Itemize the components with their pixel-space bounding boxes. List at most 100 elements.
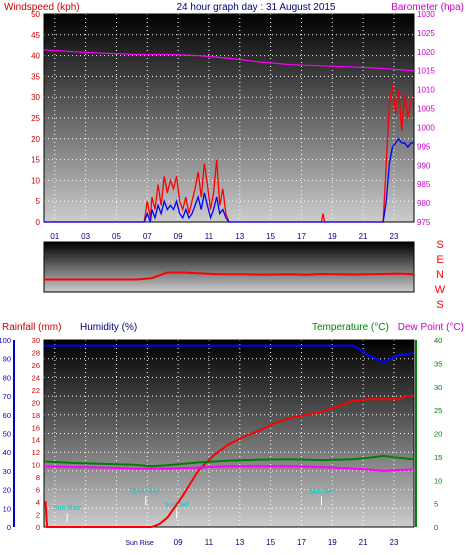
humidity-tick-label: 60 <box>3 411 11 420</box>
x-tick-label: 17 <box>297 538 306 547</box>
x-tick-label: 01 <box>50 232 59 241</box>
rain-tick-label: 14 <box>32 436 40 445</box>
temperature-tick-label: 15 <box>434 453 442 462</box>
rain-tick-label: 20 <box>32 398 40 407</box>
rain-tick-label: 28 <box>32 348 40 357</box>
y-tick-label: 975 <box>417 218 431 227</box>
rain-tick-label: 12 <box>32 448 40 457</box>
x-tick-label: 23 <box>390 232 399 241</box>
chart-title: 24 hour graph day : 31 August 2015 <box>176 2 335 13</box>
right-axis-title: Barometer (hpa) <box>391 2 464 13</box>
x-tick-label: 11 <box>205 538 214 547</box>
direction-label: W <box>435 284 446 296</box>
direction-label: S <box>436 299 443 311</box>
y-tick-label: 1020 <box>417 48 435 57</box>
y-tick-label: 1015 <box>417 67 435 76</box>
x-tick-label: 15 <box>266 538 275 547</box>
y-tick-label: 5 <box>36 197 41 206</box>
rainfall-axis-title: Rainfall (mm) <box>2 322 61 333</box>
x-tick-label: Sun Rise <box>125 540 154 547</box>
rain-tick-label: 22 <box>32 386 40 395</box>
rain-tick-label: 4 <box>36 498 40 507</box>
x-tick-label: 21 <box>359 232 368 241</box>
series-temperature <box>43 454 415 468</box>
y-tick-label: 1005 <box>417 105 435 114</box>
y-tick-label: 35 <box>31 72 40 81</box>
temperature-tick-label: 0 <box>434 523 438 532</box>
rain-tick-label: 8 <box>36 473 40 482</box>
rain-tick-label: 2 <box>36 511 40 520</box>
humidity-tick-label: 80 <box>3 373 11 382</box>
rain-tick-label: 10 <box>32 461 40 470</box>
rain-tick-label: 18 <box>32 411 40 420</box>
humidity-tick-label: 100 <box>0 336 11 345</box>
humidity-tick-label: 10 <box>3 504 11 513</box>
direction-label: S <box>436 239 443 251</box>
barometer-line <box>43 49 415 72</box>
humidity-tick-label: 20 <box>3 486 11 495</box>
y-tick-label: 1030 <box>417 10 435 19</box>
temperature-tick-label: 5 <box>434 500 438 509</box>
temperature-axis-title: Temperature (°C) <box>312 322 389 333</box>
rain-tick-label: 30 <box>32 336 40 345</box>
humidity-tick-label: 0 <box>7 523 11 532</box>
y-tick-label: 1000 <box>417 123 435 132</box>
temperature-tick-label: 40 <box>434 336 442 345</box>
series-gust <box>44 84 415 223</box>
x-tick-label: 19 <box>328 538 337 547</box>
y-tick-label: 990 <box>417 161 431 170</box>
y-tick-label: 0 <box>36 218 41 227</box>
y-tick-label: 30 <box>31 93 40 102</box>
y-tick-label: 25 <box>31 114 40 123</box>
series-rainfall <box>44 395 414 528</box>
left-axis-title: Windspeed (kph) <box>4 2 80 13</box>
temperature-tick-label: 10 <box>434 476 442 485</box>
temperature-tick-label: 25 <box>434 406 442 415</box>
humidity-tick-label: 50 <box>3 430 11 439</box>
humidity-tick-label: 40 <box>3 448 11 457</box>
plot-border <box>43 339 415 528</box>
x-tick-label: 13 <box>235 538 244 547</box>
humidity-tick-label: 90 <box>3 355 11 364</box>
temperature-tick-label: 30 <box>434 383 442 392</box>
x-tick-label: 03 <box>81 232 90 241</box>
rain-tick-label: 24 <box>32 373 40 382</box>
rain-tick-label: 26 <box>32 361 40 370</box>
rain-tick-label: 6 <box>36 486 40 495</box>
x-tick-label: 11 <box>205 232 214 241</box>
series-direction <box>44 271 415 281</box>
y-tick-label: 1010 <box>417 86 435 95</box>
humidity-tick-label: 30 <box>3 467 11 476</box>
y-tick-label: 995 <box>417 142 431 151</box>
dewpoint-axis-title: Dew Point (°C) <box>398 322 464 333</box>
y-tick-label: 40 <box>31 52 40 61</box>
x-tick-label: 21 <box>359 538 368 547</box>
series-wind <box>44 137 414 223</box>
annotation-label: Sun Rise <box>53 505 82 512</box>
y-tick-label: 15 <box>31 156 40 165</box>
temperature-tick-label: 35 <box>434 359 442 368</box>
y-tick-label: 20 <box>31 135 40 144</box>
annotation-label: Sun Rise <box>132 488 161 495</box>
series-humidity <box>44 344 415 364</box>
rain-tick-label: 16 <box>32 423 40 432</box>
series-dewpoint <box>43 465 415 472</box>
x-tick-label: 13 <box>235 232 244 241</box>
x-tick-label: 05 <box>112 232 121 241</box>
x-tick-label: 17 <box>297 232 306 241</box>
humidity-axis-title: Humidity (%) <box>80 322 137 333</box>
rain-tick-label: 0 <box>36 523 40 532</box>
x-tick-label: 23 <box>390 538 399 547</box>
temperature-tick-label: 20 <box>434 430 442 439</box>
humidity-tick-label: 70 <box>3 392 11 401</box>
plot-border <box>43 241 415 293</box>
x-tick-label: 09 <box>174 232 183 241</box>
direction-label: E <box>436 254 443 266</box>
x-tick-label: 15 <box>266 232 275 241</box>
x-tick-label: 07 <box>143 232 152 241</box>
y-tick-label: 1025 <box>417 29 435 38</box>
y-tick-label: 50 <box>31 10 40 19</box>
plot-area-direction <box>44 242 414 292</box>
